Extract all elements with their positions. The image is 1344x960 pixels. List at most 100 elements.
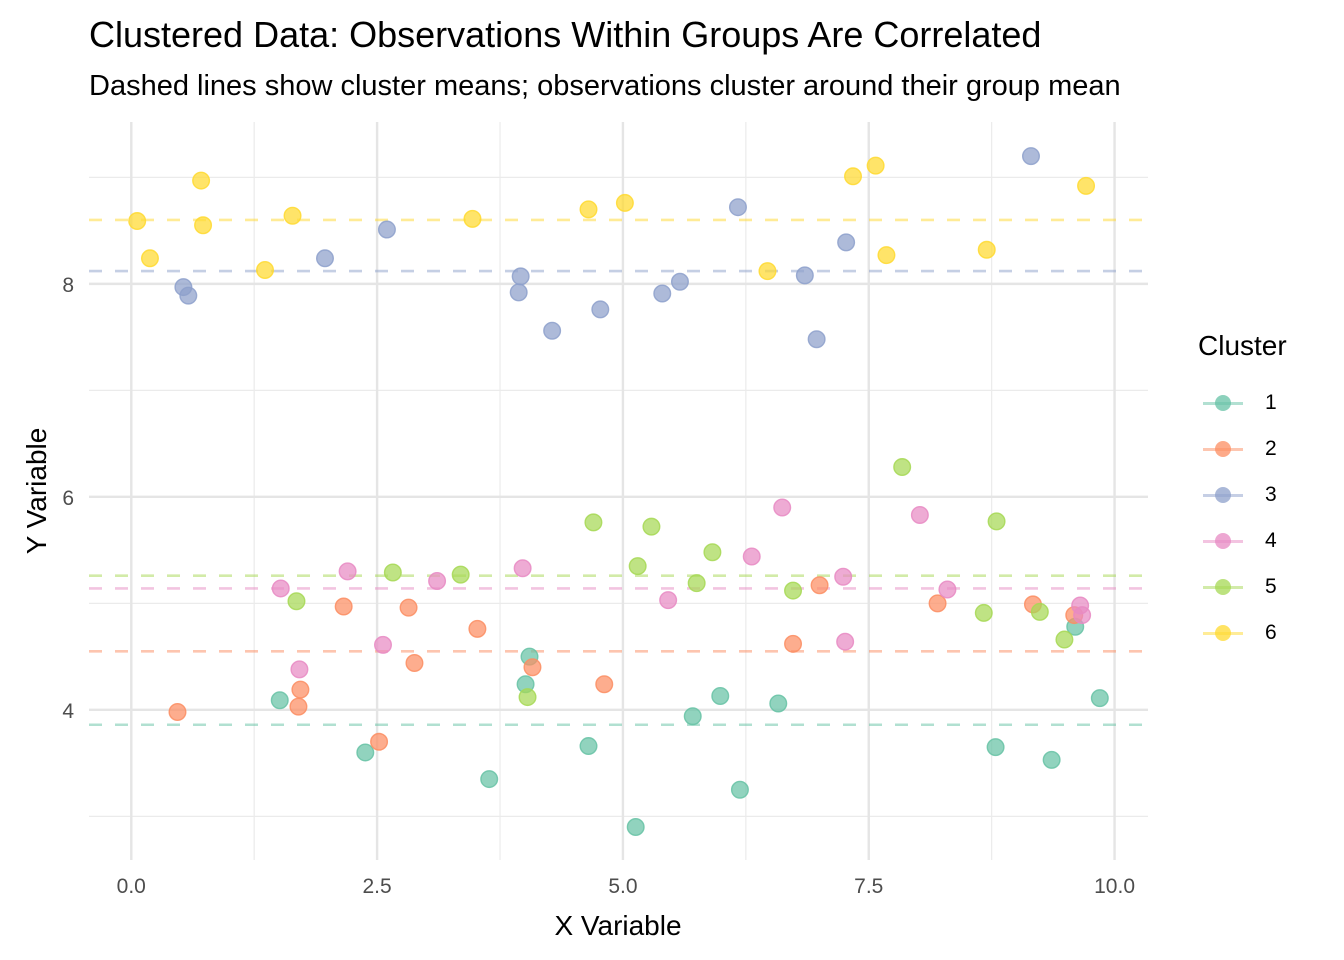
cluster-1-point [769, 694, 788, 713]
cluster-1-point [480, 770, 499, 789]
cluster-1-point [986, 738, 1005, 757]
cluster-3-point [807, 330, 826, 349]
legend-label: 4 [1265, 529, 1277, 552]
cluster-5-point [987, 512, 1006, 531]
cluster-5-point [703, 543, 722, 562]
legend-dot-icon [1215, 441, 1231, 457]
cluster-mean-lines [89, 218, 1148, 727]
cluster-6-point [256, 261, 275, 280]
y-tick-label: 8 [62, 274, 74, 297]
cluster-6-point [128, 212, 147, 231]
data-points [128, 147, 1109, 836]
cluster-1-point [579, 737, 598, 756]
cluster-6-point [615, 193, 634, 212]
minor-gridlines [89, 122, 1148, 860]
cluster-3-point [1021, 147, 1040, 166]
cluster-3-point [509, 283, 528, 302]
cluster-3-point [315, 249, 334, 268]
legend-dot-icon [1215, 487, 1231, 503]
cluster-2-point [810, 576, 829, 595]
cluster-1-point [626, 817, 645, 836]
cluster-2-point [399, 598, 418, 617]
cluster-6-point [579, 200, 598, 219]
cluster-6-point [1077, 176, 1096, 195]
cluster-4-point [290, 660, 309, 679]
legend-key-icon [1203, 439, 1243, 459]
cluster-4-point [834, 567, 853, 586]
chart-subtitle: Dashed lines show cluster means; observa… [89, 70, 1121, 102]
cluster-3-point [670, 272, 689, 291]
x-axis-ticks: 0.0 2.5 5.0 7.5 10.0 [117, 875, 1135, 898]
x-tick-label: 2.5 [363, 875, 392, 898]
cluster-4-point [513, 559, 532, 578]
legend-label: 2 [1265, 437, 1277, 460]
cluster-5-point [784, 581, 803, 600]
cluster-2-point [168, 702, 187, 721]
cluster-6-point [844, 167, 863, 186]
legend-item-cluster-6: 6 [1198, 610, 1287, 656]
cluster-5-point [687, 574, 706, 593]
cluster-3-point [653, 284, 672, 303]
legend-dot-icon [1215, 579, 1231, 595]
cluster-6-point [866, 156, 885, 175]
legend-key-icon [1203, 577, 1243, 597]
cluster-2-point [523, 658, 542, 677]
cluster-1-point [356, 743, 375, 762]
legend: Cluster 1 2 3 4 5 6 [1198, 330, 1287, 656]
x-tick-label: 7.5 [854, 875, 883, 898]
legend-key-icon [1203, 531, 1243, 551]
cluster-5-point [383, 563, 402, 582]
cluster-5-point [974, 603, 993, 622]
cluster-3-point [795, 266, 814, 285]
cluster-4-point [742, 547, 761, 566]
y-tick-label: 6 [62, 487, 74, 510]
cluster-6-point [758, 262, 777, 281]
x-tick-label: 0.0 [117, 875, 146, 898]
cluster-4-point [1073, 606, 1092, 625]
cluster-6-point [463, 209, 482, 228]
cluster-6-point [977, 240, 996, 259]
cluster-1-point [1090, 689, 1109, 708]
cluster-4-point [938, 580, 957, 599]
cluster-1-point [1042, 750, 1061, 769]
cluster-6-point [283, 206, 302, 225]
cluster-3-point [728, 198, 747, 217]
y-axis-title: Y Variable [21, 428, 52, 555]
cluster-2-point [334, 597, 353, 616]
y-axis-ticks: 4 6 8 [62, 274, 74, 723]
legend-dot-icon [1215, 395, 1231, 411]
cluster-4-point [659, 591, 678, 610]
cluster-3-point [543, 321, 562, 340]
cluster-4-point [910, 505, 929, 524]
cluster-6-point [194, 216, 213, 235]
legend-key-icon [1203, 393, 1243, 413]
cluster-2-point [784, 634, 803, 653]
cluster-1-point [270, 691, 289, 710]
cluster-3-point [591, 300, 610, 319]
legend-item-cluster-2: 2 [1198, 426, 1287, 472]
x-axis-title: X Variable [554, 910, 681, 941]
cluster-6-point [877, 246, 896, 265]
legend-dot-icon [1215, 625, 1231, 641]
major-gridlines [89, 122, 1148, 860]
cluster-4-point [836, 632, 855, 651]
cluster-5-point [518, 688, 537, 707]
y-tick-label: 4 [62, 700, 74, 723]
cluster-5-point [451, 565, 470, 584]
legend-dot-icon [1215, 533, 1231, 549]
cluster-4-point [374, 635, 393, 654]
legend-key-icon [1203, 623, 1243, 643]
cluster-2-point [595, 675, 614, 694]
legend-item-cluster-5: 5 [1198, 564, 1287, 610]
cluster-2-point [405, 653, 424, 672]
cluster-5-point [287, 592, 306, 611]
x-tick-label: 5.0 [608, 875, 637, 898]
cluster-1-point [711, 687, 730, 706]
cluster-5-point [1055, 630, 1074, 649]
cluster-3-point [179, 286, 198, 305]
cluster-4-point [271, 579, 290, 598]
cluster-1-point [730, 780, 749, 799]
legend-title: Cluster [1198, 330, 1287, 361]
cluster-2-point [370, 732, 389, 751]
